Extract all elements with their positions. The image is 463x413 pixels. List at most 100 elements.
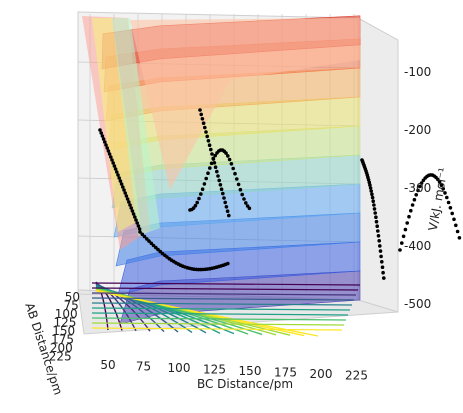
trajectory-point-196 [450, 211, 455, 216]
x-tick-200: 200 [310, 367, 333, 381]
trajectory-point-128 [222, 196, 226, 200]
trajectory-point-112 [203, 125, 207, 130]
trajectory-point-168 [400, 241, 404, 245]
trajectory-point-105 [244, 201, 248, 205]
trajectory-point-174 [410, 203, 415, 207]
energy-surface [82, 15, 361, 325]
trajectory-point-102 [238, 187, 243, 192]
trajectory-point-169 [401, 234, 406, 239]
trajectory-point-18 [119, 182, 124, 186]
trajectory-point-127 [221, 191, 225, 196]
trajectory-point-6 [105, 146, 109, 150]
y-tick-225: 225 [49, 350, 72, 364]
trajectory-point-94 [224, 151, 228, 155]
trajectory-point-110 [200, 117, 205, 121]
trajectory-point-24 [127, 200, 131, 204]
trajectory-point-145 [368, 183, 372, 187]
trajectory-point-80 [199, 192, 203, 196]
y-tick-175: 175 [51, 333, 74, 347]
trajectory-point-193 [445, 195, 449, 200]
trajectory-point-148 [370, 192, 374, 196]
trajectory-point-40 [151, 243, 156, 248]
z-tick--100: -100 [404, 65, 431, 79]
y-tick-75: 75 [64, 299, 79, 313]
trajectory-point-0 [98, 128, 102, 132]
trajectory-point-159 [377, 239, 382, 243]
x-tick-75: 75 [136, 360, 151, 374]
trajectory-point-116 [207, 143, 212, 147]
trajectory-point-38 [147, 239, 151, 243]
trajectory-point-146 [368, 186, 373, 190]
contour-row-9 [91, 327, 343, 331]
trajectory-point-99 [233, 171, 237, 176]
trajectory-point-5 [104, 143, 108, 147]
trajectory-point-170 [403, 227, 408, 232]
trajectory-point-165 [381, 270, 385, 275]
z-tick--500: -500 [404, 297, 431, 311]
trajectory-point-125 [218, 183, 223, 187]
x-tick-225: 225 [345, 369, 368, 383]
x-tick-125: 125 [203, 363, 226, 377]
trajectory-point-9 [109, 155, 113, 159]
trajectory-point-4 [103, 140, 107, 144]
trajectory-point-160 [378, 244, 382, 248]
trajectory-point-114 [205, 134, 209, 139]
y-tick-100: 100 [55, 307, 78, 321]
trajectory-point-21 [123, 191, 127, 195]
trajectory-point-96 [227, 157, 232, 162]
trajectory-point-132 [227, 213, 231, 218]
trajectory-point-108 [198, 108, 202, 112]
trajectory-point-82 [202, 182, 207, 186]
trajectory-point-164 [380, 265, 385, 270]
z-tick--200: -200 [404, 123, 431, 137]
trajectory-point-31 [135, 221, 139, 225]
trajectory-point-35 [140, 232, 145, 237]
trajectory-point-28 [131, 212, 136, 216]
trajectory-point-37 [145, 237, 149, 241]
trajectory-point-109 [199, 112, 203, 117]
trajectory-point-163 [380, 260, 384, 264]
trajectory-point-15 [116, 173, 120, 177]
trajectory-point-131 [225, 209, 230, 213]
trajectory-point-156 [375, 224, 380, 228]
z-tick--400: -400 [404, 239, 431, 253]
trajectory-point-129 [223, 200, 227, 205]
x-tick-100: 100 [168, 361, 191, 375]
trajectory-point-122 [215, 169, 219, 174]
trajectory-point-147 [369, 189, 374, 193]
trajectory-point-175 [412, 197, 417, 202]
trajectory-point-161 [378, 249, 383, 253]
contour-row-6 [91, 312, 349, 316]
trajectory-point-12 [112, 164, 117, 168]
trajectory-point-119 [211, 156, 215, 161]
trajectory-point-124 [217, 178, 221, 183]
trajectory-point-29 [133, 215, 137, 219]
trajectory-point-30 [134, 218, 138, 222]
trajectory-point-162 [379, 254, 383, 259]
contour-row-7 [91, 317, 347, 321]
z-tick--300: -300 [404, 181, 431, 195]
contour-row-2 [91, 292, 357, 296]
trajectory-point-84 [206, 171, 210, 175]
surface-wall-green [112, 18, 160, 236]
trajectory-point-178 [418, 184, 422, 189]
trajectory-point-77 [193, 203, 198, 208]
trajectory-point-199 [455, 229, 460, 234]
contour-row-8 [91, 322, 345, 326]
trajectory-point-11 [111, 161, 115, 165]
trajectory-point-17 [118, 179, 123, 183]
trajectory-point-103 [240, 192, 244, 197]
x-tick-150: 150 [239, 364, 262, 378]
trajectory-point-120 [212, 161, 217, 165]
trajectory-point-176 [414, 193, 419, 197]
trajectory-point-111 [201, 121, 206, 125]
trajectory-point-81 [200, 187, 205, 191]
trajectory-point-117 [209, 147, 213, 152]
trajectory-point-36 [142, 234, 147, 239]
trajectory-point-121 [213, 165, 218, 169]
trajectory-point-190 [439, 183, 444, 187]
trajectory-point-118 [210, 152, 214, 156]
trajectory-point-34 [138, 230, 142, 234]
trajectory-point-107 [247, 206, 252, 211]
